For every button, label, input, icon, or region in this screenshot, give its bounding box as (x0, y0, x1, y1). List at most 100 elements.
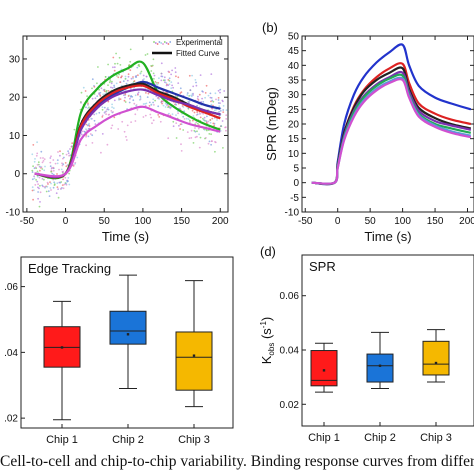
data-point (192, 85, 195, 88)
data-point (175, 114, 177, 116)
data-point (147, 92, 150, 95)
data-point (168, 79, 171, 82)
data-point (156, 83, 159, 86)
x-tick-label: 200 (459, 216, 474, 227)
data-point (211, 99, 214, 102)
y-axis-label: SPR (mDeg) (264, 87, 279, 161)
y-tick-label: 50 (288, 32, 300, 43)
data-point (222, 111, 225, 113)
box-3: Chip 3 (420, 329, 452, 444)
data-point (103, 90, 106, 93)
data-point (101, 106, 104, 109)
data-point (106, 108, 109, 111)
data-point (113, 116, 116, 119)
data-point (52, 169, 55, 172)
mean-marker (192, 354, 196, 357)
data-point (59, 150, 61, 153)
data-point (112, 56, 115, 59)
data-point (39, 191, 42, 194)
data-point (46, 181, 49, 184)
legend-marker-experimental (163, 41, 166, 43)
data-point (210, 143, 213, 146)
data-point (179, 107, 181, 110)
legend-marker-experimental (167, 43, 170, 45)
data-point (207, 142, 210, 145)
data-point (110, 127, 113, 130)
y-tick-label: 0 (293, 178, 299, 189)
data-point (199, 113, 201, 115)
data-point (56, 162, 59, 165)
data-point (37, 197, 39, 200)
data-point (53, 184, 56, 187)
data-point (191, 74, 194, 77)
data-point (127, 95, 130, 97)
data-point (148, 105, 151, 107)
data-point (110, 86, 112, 89)
data-point (199, 116, 202, 119)
data-point (133, 102, 136, 105)
data-point (43, 178, 45, 181)
data-point (67, 177, 70, 179)
data-point (136, 66, 139, 69)
box-2: Chip 2 (109, 274, 147, 446)
data-point (117, 128, 120, 130)
data-point (85, 135, 87, 138)
data-point (150, 116, 153, 119)
data-point (170, 81, 173, 83)
data-point (114, 62, 116, 65)
data-point (125, 135, 127, 138)
data-point (209, 119, 212, 121)
data-point (109, 80, 112, 82)
data-point (38, 176, 41, 179)
legend-marker-experimental (162, 43, 164, 45)
data-point (175, 103, 178, 106)
data-point (45, 190, 48, 193)
data-point (93, 119, 96, 122)
data-point (101, 116, 104, 118)
data-point (121, 120, 124, 123)
mean-marker (322, 369, 326, 372)
data-point (113, 86, 116, 88)
data-point (31, 171, 34, 174)
data-point (171, 84, 174, 87)
data-point (161, 102, 164, 105)
data-point (96, 82, 98, 85)
data-point (179, 123, 182, 126)
data-point (145, 102, 148, 105)
data-point (149, 113, 152, 116)
data-point (115, 82, 118, 85)
data-point (110, 82, 113, 85)
data-point (43, 169, 46, 172)
data-point (42, 160, 45, 162)
data-point (32, 198, 34, 201)
data-point (162, 79, 165, 82)
data-point (218, 111, 221, 113)
panel-c: .02 .04 .06 Chip 1 Chip 2 Chip 3 Edge Tracking (4, 256, 234, 446)
data-point (112, 107, 115, 109)
x-tick-label: 50 (99, 216, 111, 227)
data-point (210, 140, 213, 143)
data-point (102, 89, 105, 91)
data-point (87, 104, 89, 106)
data-point (214, 141, 216, 143)
data-point (71, 142, 74, 145)
data-point (60, 187, 62, 190)
data-point (199, 136, 202, 139)
data-point (131, 95, 134, 98)
data-point (215, 98, 217, 101)
data-point (108, 81, 111, 84)
data-point (189, 119, 191, 122)
data-point (49, 165, 52, 168)
data-point (198, 133, 201, 136)
data-point (191, 93, 194, 95)
data-point (59, 181, 62, 184)
data-point (127, 75, 130, 78)
x-tick-label: 200 (212, 216, 229, 227)
data-point (82, 86, 85, 89)
data-point (168, 106, 171, 109)
data-point (31, 189, 34, 192)
plot-frame (22, 35, 229, 213)
data-point (85, 123, 88, 126)
data-point (201, 90, 204, 93)
data-point (100, 151, 102, 154)
